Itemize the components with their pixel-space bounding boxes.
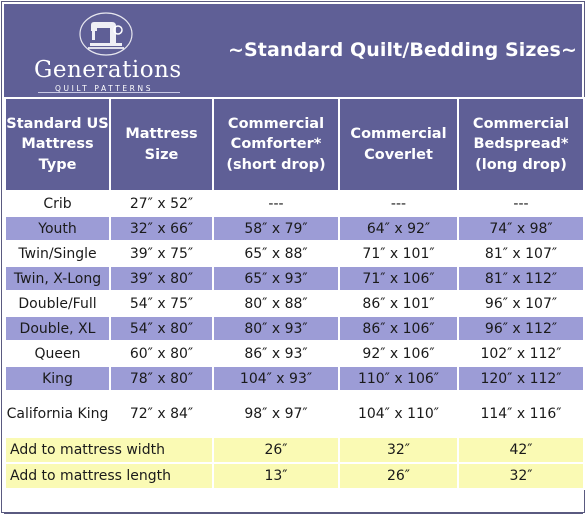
comforter-add-cell: 13″	[212, 462, 340, 490]
bedspread-cell: 81″ x 112″	[457, 265, 585, 292]
mattress-size-cell: 60″ x 80″	[109, 340, 214, 367]
mattress-size-cell: 54″ x 80″	[109, 315, 214, 342]
bedspread-cell: ---	[457, 190, 585, 217]
coverlet-cell: ---	[338, 190, 459, 217]
coverlet-cell: 71″ x 101″	[338, 240, 459, 267]
table-row: Crib 27″ x 52″ --- --- ---	[4, 190, 585, 217]
comforter-cell: 98″ x 97″	[212, 390, 340, 438]
page-title: ~Standard Quilt/Bedding Sizes~	[228, 39, 577, 61]
coverlet-cell: 110″ x 106″	[338, 365, 459, 392]
table-row: Twin, X-Long 39″ x 80″ 65″ x 93″ 71″ x 1…	[4, 265, 585, 292]
mattress-type-cell: Double, XL	[4, 315, 111, 342]
table-row: California King 72″ x 84″ 98″ x 97″ 104″…	[4, 390, 585, 438]
comforter-cell: 80″ x 88″	[212, 290, 340, 317]
mattress-type-cell: Youth	[4, 215, 111, 242]
comforter-cell: 58″ x 79″	[212, 215, 340, 242]
table-row: King 78″ x 80″ 104″ x 93″ 110″ x 106″ 12…	[4, 365, 585, 392]
coverlet-cell: 64″ x 92″	[338, 215, 459, 242]
mattress-size-cell: 32″ x 66″	[109, 215, 214, 242]
coverlet-cell: 71″ x 106″	[338, 265, 459, 292]
coverlet-cell: 104″ x 110″	[338, 390, 459, 438]
add-length-row: Add to mattress length 13″ 26″ 32″	[4, 462, 585, 490]
column-header: Commercial Comforter* (short drop)	[212, 97, 340, 192]
comforter-cell: 65″ x 93″	[212, 265, 340, 292]
bedspread-cell: 74″ x 98″	[457, 215, 585, 242]
comforter-cell: 104″ x 93″	[212, 365, 340, 392]
brand-tagline: QUILT PATTERNS	[55, 84, 154, 93]
mattress-type-cell: King	[4, 365, 111, 392]
bedspread-add-cell: 42″	[457, 436, 585, 464]
mattress-size-cell: 78″ x 80″	[109, 365, 214, 392]
mattress-size-cell: 72″ x 84″	[109, 390, 214, 438]
comforter-cell: ---	[212, 190, 340, 217]
coverlet-cell: 92″ x 106″	[338, 340, 459, 367]
mattress-type-cell: Twin/Single	[4, 240, 111, 267]
mattress-size-cell: 39″ x 75″	[109, 240, 214, 267]
bedspread-cell: 96″ x 107″	[457, 290, 585, 317]
table-row: Youth 32″ x 66″ 58″ x 79″ 64″ x 92″ 74″ …	[4, 215, 585, 242]
comforter-cell: 80″ x 93″	[212, 315, 340, 342]
coverlet-cell: 86″ x 106″	[338, 315, 459, 342]
mattress-type-cell: California King	[4, 390, 111, 438]
comforter-cell: 86″ x 93″	[212, 340, 340, 367]
column-header: Commercial Coverlet	[338, 97, 459, 192]
mattress-size-cell: 39″ x 80″	[109, 265, 214, 292]
header-banner: Generations QUILT PATTERNS ~Standard Qui…	[4, 4, 582, 97]
coverlet-add-cell: 32″	[338, 436, 459, 464]
mattress-type-cell: Twin, X-Long	[4, 265, 111, 292]
mattress-size-cell: 27″ x 52″	[109, 190, 214, 217]
mattress-type-cell: Double/Full	[4, 290, 111, 317]
bedspread-cell: 96″ x 112″	[457, 315, 585, 342]
generations-logo: Generations QUILT PATTERNS	[26, 12, 186, 94]
bedding-sizes-table: Standard US Mattress Type Mattress Size …	[4, 97, 585, 490]
add-length-label: Add to mattress length	[4, 462, 214, 490]
table-row: Queen 60″ x 80″ 86″ x 93″ 92″ x 106″ 102…	[4, 340, 585, 367]
add-width-label: Add to mattress width	[4, 436, 214, 464]
table-header-row: Standard US Mattress Type Mattress Size …	[4, 97, 585, 192]
table-row: Twin/Single 39″ x 75″ 65″ x 88″ 71″ x 10…	[4, 240, 585, 267]
add-width-row: Add to mattress width 26″ 32″ 42″	[4, 436, 585, 464]
table-bottom-border	[4, 512, 583, 514]
brand-name: Generations	[34, 57, 182, 83]
column-header: Commercial Bedspread* (long drop)	[457, 97, 585, 192]
coverlet-add-cell: 26″	[338, 462, 459, 490]
sewing-machine-icon	[79, 12, 133, 56]
mattress-type-cell: Queen	[4, 340, 111, 367]
coverlet-cell: 86″ x 101″	[338, 290, 459, 317]
mattress-type-cell: Crib	[4, 190, 111, 217]
bedspread-cell: 102″ x 112″	[457, 340, 585, 367]
comforter-cell: 65″ x 88″	[212, 240, 340, 267]
bedspread-add-cell: 32″	[457, 462, 585, 490]
bedspread-cell: 81″ x 107″	[457, 240, 585, 267]
bedspread-cell: 120″ x 112″	[457, 365, 585, 392]
tagline-underline	[38, 92, 180, 93]
mattress-size-cell: 54″ x 75″	[109, 290, 214, 317]
column-header: Standard US Mattress Type	[4, 97, 111, 192]
column-header: Mattress Size	[109, 97, 214, 192]
table-row: Double/Full 54″ x 75″ 80″ x 88″ 86″ x 10…	[4, 290, 585, 317]
bedspread-cell: 114″ x 116″	[457, 390, 585, 438]
comforter-add-cell: 26″	[212, 436, 340, 464]
table-row: Double, XL 54″ x 80″ 80″ x 93″ 86″ x 106…	[4, 315, 585, 342]
